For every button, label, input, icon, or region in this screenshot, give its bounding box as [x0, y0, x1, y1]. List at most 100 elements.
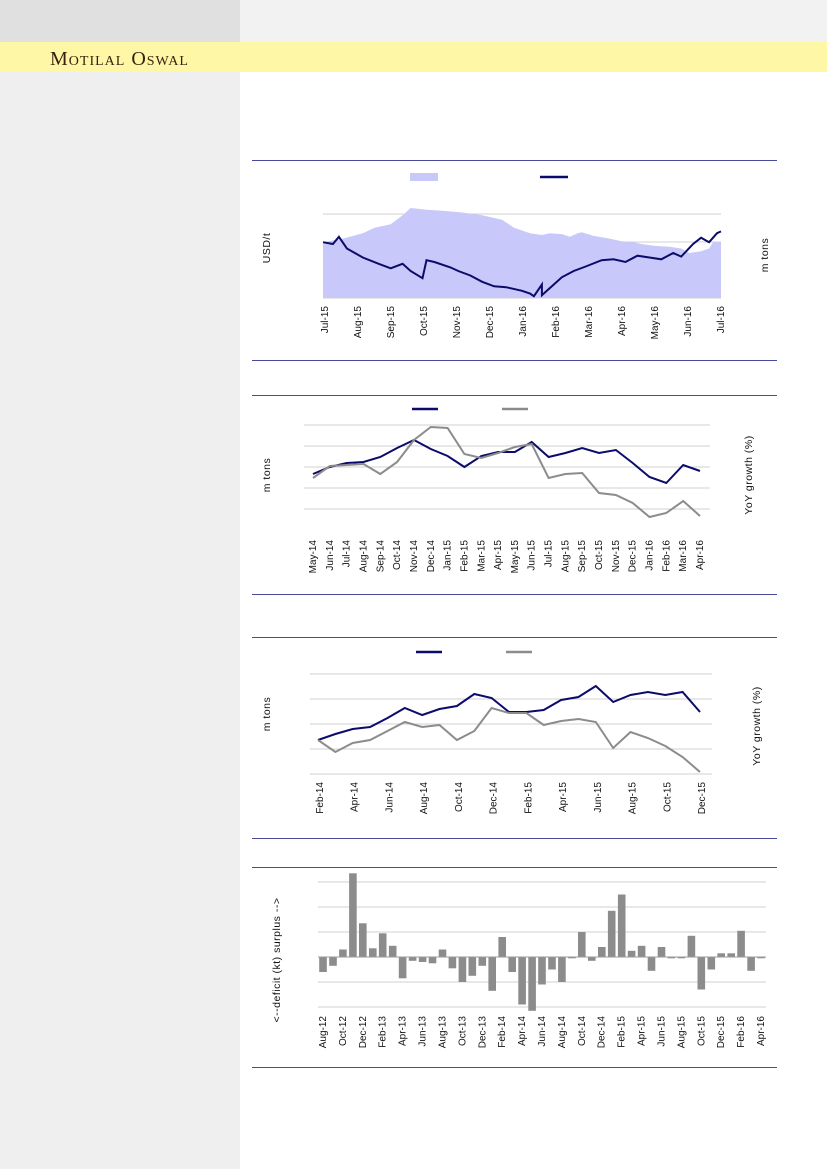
chart4-bar-10 — [418, 957, 427, 962]
chart4-xtick-21: Feb-16 — [736, 1016, 747, 1048]
chart1-top-rule — [252, 160, 777, 161]
chart1-xtick-5: Dec-15 — [485, 306, 496, 339]
chart2-xtick-7: Dec-14 — [426, 540, 437, 573]
chart2-xtick-4: Sep-14 — [375, 540, 386, 573]
chart4-xtick-8: Dec-13 — [477, 1016, 488, 1049]
chart4-bar-44 — [757, 957, 765, 959]
chart4-bar-26 — [578, 932, 586, 957]
chart2-xtick-22: Mar-16 — [678, 540, 689, 572]
chart3-xtick-6: Feb-15 — [523, 782, 534, 814]
chart4-xtick-20: Dec-15 — [716, 1016, 727, 1049]
chart1-bottom-rule — [252, 360, 777, 361]
chart4-xtick-2: Dec-12 — [358, 1016, 369, 1049]
chart4-bar-16 — [478, 957, 487, 966]
chart3-top-rule — [252, 637, 777, 638]
chart1-xtick-3: Oct-15 — [419, 306, 430, 336]
chart4-bar-1 — [329, 957, 337, 966]
chart3-ylabel-left: m tons — [261, 697, 273, 732]
chart3-ylabel-right: YoY growth (%) — [751, 686, 763, 765]
header-band — [0, 42, 827, 72]
chart4-xtick-19: Oct-15 — [696, 1016, 707, 1046]
chart1-xtick-9: Apr-16 — [617, 306, 628, 336]
chart2-xtick-17: Oct-15 — [594, 540, 605, 570]
chart4-bar-18 — [498, 937, 506, 957]
chart3-xtick-1: Apr-14 — [350, 782, 361, 812]
chart1-ylabel-left: USD/t — [261, 233, 273, 264]
chart4-bar-24 — [558, 957, 566, 982]
chart2-xtick-18: Nov-15 — [611, 540, 622, 573]
chart4-xtick-17: Jun-15 — [656, 1016, 667, 1047]
chart2-xtick-23: Apr-16 — [695, 540, 706, 570]
chart4-xtick-10: Apr-14 — [517, 1016, 528, 1046]
chart2-xtick-6: Nov-14 — [409, 540, 420, 573]
chart4-bottom-rule — [252, 1067, 777, 1068]
chart3-xtick-10: Oct-15 — [662, 782, 673, 812]
chart4-bar-15 — [468, 957, 477, 976]
chart1-xtick-12: Jul-16 — [716, 306, 727, 334]
chart1-xtick-7: Feb-16 — [551, 306, 562, 338]
chart4-bar-25 — [568, 957, 576, 959]
chart4-xtick-12: Aug-14 — [557, 1016, 568, 1049]
chart3-xtick-2: Jun-14 — [384, 782, 395, 813]
chart4-bar-39 — [707, 957, 716, 970]
chart4-xtick-5: Jun-13 — [418, 1016, 429, 1047]
chart4-xtick-16: Apr-15 — [637, 1016, 648, 1046]
chart2-xtick-16: Sep-15 — [577, 540, 588, 573]
chart1-xtick-8: Mar-16 — [584, 306, 595, 338]
chart4-ylabel: <--deficit (kt) surplus --> — [271, 898, 283, 1023]
chart4-bar-3 — [349, 873, 357, 958]
chart2-xtick-21: Feb-16 — [661, 540, 672, 572]
chart1-line-series — [322, 230, 722, 298]
chart4-bar-21 — [528, 957, 536, 1011]
chart4-bar-20 — [518, 957, 526, 1005]
chart4-xtick-3: Feb-13 — [378, 1016, 389, 1048]
chart2-xtick-14: Jul-15 — [544, 540, 555, 568]
chart4-bar-8 — [398, 957, 407, 979]
chart4-bar-7 — [388, 945, 397, 958]
chart1-xtick-4: Nov-15 — [452, 306, 463, 339]
chart1-area-series — [323, 208, 721, 298]
chart3-xtick-0: Feb-14 — [315, 782, 326, 814]
chart4-bar-42 — [737, 930, 745, 958]
chart1-xtick-0: Jul-15 — [320, 306, 331, 334]
chart4-bar-36 — [677, 957, 686, 959]
chart4-bar-37 — [687, 935, 696, 958]
chart2-xtick-19: Dec-15 — [628, 540, 639, 573]
chart3-bottom-rule — [252, 838, 777, 839]
chart4-xtick-22: Apr-16 — [756, 1016, 767, 1046]
chart2-xtick-5: Oct-14 — [392, 540, 403, 570]
chart3-xtick-8: Jun-15 — [593, 782, 604, 813]
chart2-top-rule — [252, 395, 777, 396]
chart4-bar-33 — [647, 957, 656, 971]
chart4-top-rule — [252, 867, 777, 868]
chart1-xtick-6: Jan-16 — [518, 306, 529, 337]
chart1-ylabel-right: m tons — [759, 238, 771, 273]
chart1-xtick-2: Sep-15 — [386, 306, 397, 339]
chart3-series-1 — [317, 706, 701, 773]
chart2-xtick-10: Mar-15 — [476, 540, 487, 572]
chart4-bar-41 — [727, 953, 735, 958]
chart3-xtick-7: Apr-15 — [558, 782, 569, 812]
chart2-xtick-2: Jul-14 — [342, 540, 353, 568]
chart4-xtick-11: Jun-14 — [537, 1016, 548, 1047]
chart4-bar-9 — [408, 957, 417, 961]
chart4-bar-5 — [369, 948, 377, 958]
chart4-bar-13 — [448, 957, 457, 969]
chart4-bar-32 — [637, 945, 646, 958]
chart2-series-0 — [312, 438, 701, 485]
chart4-xtick-4: Apr-13 — [398, 1016, 409, 1046]
left-margin-panel — [0, 0, 240, 1169]
brand-logo: Motilal Oswal — [50, 48, 189, 70]
chart2-xtick-20: Jan-16 — [645, 540, 656, 571]
chart4-bar-35 — [667, 957, 676, 959]
chart4-xtick-6: Aug-13 — [437, 1016, 448, 1049]
chart3-xtick-3: Aug-14 — [419, 782, 430, 815]
chart4-xtick-18: Aug-15 — [676, 1016, 687, 1049]
chart2-bottom-rule — [252, 594, 777, 595]
chart4-bar-14 — [458, 957, 467, 982]
chart3-xtick-11: Dec-15 — [697, 782, 708, 815]
chart2-series-1 — [312, 425, 701, 519]
top-strip-right — [240, 0, 827, 42]
chart4-bar-0 — [319, 957, 327, 972]
